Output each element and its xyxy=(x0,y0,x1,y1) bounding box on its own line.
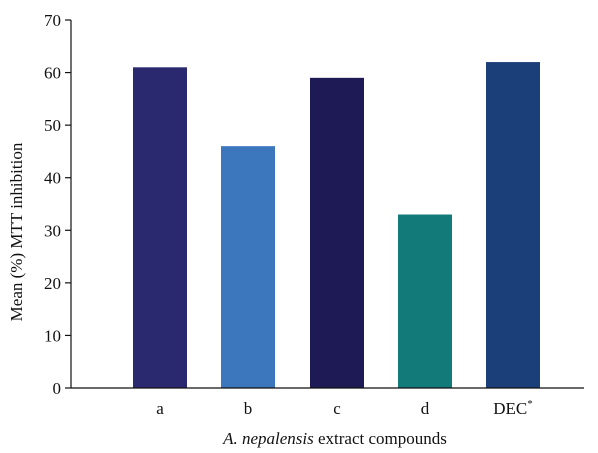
y-tick-label: 10 xyxy=(44,326,61,345)
bars-group xyxy=(133,62,540,389)
bar-d xyxy=(398,214,452,388)
y-tick-label: 0 xyxy=(53,379,62,398)
bar-dec xyxy=(486,62,540,389)
x-tick-label: a xyxy=(156,399,164,418)
x-tick-label: DEC* xyxy=(493,398,533,418)
y-tick-label: 50 xyxy=(44,116,61,135)
y-tick-label: 70 xyxy=(44,11,61,30)
y-axis: 0 10 20 30 40 50 60 70 xyxy=(44,11,72,398)
y-tick-label: 60 xyxy=(44,64,61,83)
y-axis-label: Mean (%) MTT inhibition xyxy=(7,142,26,321)
x-axis-label-rest: extract compounds xyxy=(314,429,447,448)
bar-b xyxy=(221,146,275,388)
x-tick-superscript: * xyxy=(527,398,533,410)
y-tick-label: 20 xyxy=(44,274,61,293)
x-tick-label: d xyxy=(421,399,430,418)
x-tick-label: c xyxy=(333,399,341,418)
x-axis-label-italic: A. nepalensis xyxy=(222,429,314,448)
bar-c xyxy=(310,77,364,388)
x-axis-label: A. nepalensis extract compounds xyxy=(222,429,447,448)
x-axis: a b c d DEC* xyxy=(71,387,584,418)
y-tick-label: 40 xyxy=(44,169,61,188)
y-tick-label: 30 xyxy=(44,221,61,240)
x-tick-label: b xyxy=(244,399,253,418)
bar-a xyxy=(133,67,187,389)
